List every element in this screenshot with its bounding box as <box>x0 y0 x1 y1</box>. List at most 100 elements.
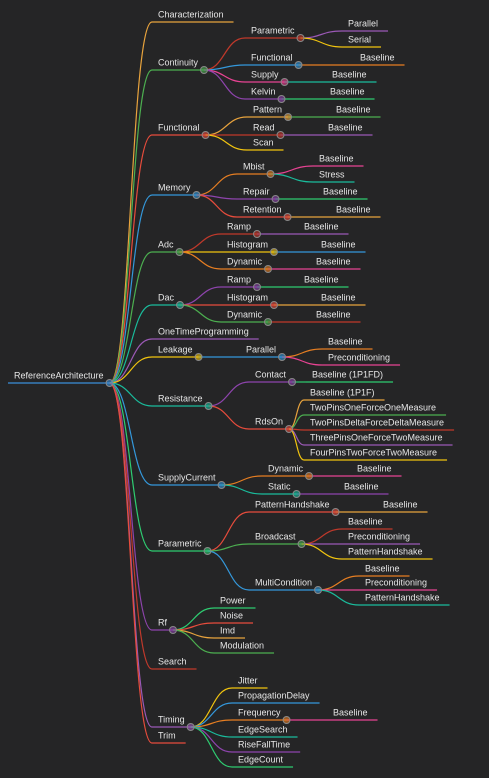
branch <box>204 64 246 71</box>
node-label: Resistance <box>158 393 203 403</box>
branch <box>172 629 215 654</box>
branch <box>196 173 238 196</box>
node-dot <box>285 425 294 433</box>
node-dot <box>270 301 279 309</box>
node-dot <box>203 547 212 555</box>
node-label: Baseline <box>316 309 351 319</box>
node-label: Functional <box>251 52 293 62</box>
node-label: Dynamic <box>268 463 304 473</box>
branch <box>207 550 250 591</box>
branch <box>109 382 153 670</box>
node-label: Serial <box>348 34 371 44</box>
node-label: FourPinsTwoForceTwoMeasure <box>310 447 437 457</box>
node-label: Rf <box>158 617 167 627</box>
node-dot <box>276 131 285 139</box>
branch <box>196 194 238 218</box>
node-label: OneTimeProgramming <box>158 326 249 336</box>
node-label: Baseline <box>365 563 400 573</box>
node-label: Kelvin <box>251 86 276 96</box>
branch <box>109 304 153 384</box>
node-dot <box>292 490 301 498</box>
node-dot <box>192 191 201 199</box>
node-dot <box>280 78 289 86</box>
node-label: Read <box>253 122 275 132</box>
node-dot <box>176 301 185 309</box>
node-label: PatternHandshake <box>365 592 440 602</box>
node-label: Jitter <box>238 675 258 685</box>
node-label: EdgeSearch <box>238 724 288 734</box>
node-dot <box>277 95 286 103</box>
node-dot <box>201 131 210 139</box>
node-label: Characterization <box>158 9 224 19</box>
node-label: Parallel <box>348 18 378 28</box>
node-label: Modulation <box>220 640 264 650</box>
branch <box>203 37 246 71</box>
node-label: Baseline <box>383 499 418 509</box>
branch <box>180 304 222 323</box>
branch <box>109 356 153 384</box>
branch <box>270 173 314 183</box>
node-label: TwoPinsOneForceOneMeasure <box>310 402 436 412</box>
node-label: Parametric <box>158 538 202 548</box>
branch <box>190 687 233 728</box>
node-dot <box>217 481 226 489</box>
node-dot <box>253 283 262 291</box>
node-dot <box>200 66 209 74</box>
node-dot <box>288 378 297 386</box>
node-dot <box>194 353 203 361</box>
node-label: TwoPinsDeltaForceDeltaMeasure <box>310 417 444 427</box>
branch <box>207 511 250 552</box>
branches <box>109 21 377 768</box>
branch <box>208 405 250 430</box>
node-label: Repair <box>243 186 270 196</box>
node-label: Stress <box>319 169 345 179</box>
node-label: Baseline <box>328 122 363 132</box>
node-label: Baseline <box>336 104 371 114</box>
node-label: PatternHandshake <box>348 546 423 556</box>
branch <box>208 381 250 407</box>
node-label: Baseline <box>319 153 354 163</box>
node-label: Functional <box>158 122 200 132</box>
node-label: Continuity <box>158 57 199 67</box>
node-dot <box>296 34 305 42</box>
node-label: RdsOn <box>255 416 283 426</box>
node-dot <box>266 170 275 178</box>
node-label: Dac <box>158 292 175 302</box>
node-label: Baseline <box>321 239 356 249</box>
branch <box>109 194 153 384</box>
node-dot <box>331 508 340 516</box>
branch <box>204 69 246 83</box>
branch <box>270 165 314 175</box>
node-label: Mbist <box>243 161 265 171</box>
node-label: Scan <box>253 137 274 147</box>
branch <box>282 356 323 366</box>
node-dot <box>105 379 114 387</box>
node-label: Ramp <box>227 274 251 284</box>
node-label: Contact <box>255 369 287 379</box>
branch <box>282 348 323 358</box>
node-dot <box>283 213 292 221</box>
node-label: Baseline <box>360 52 395 62</box>
node-label: Baseline <box>316 256 351 266</box>
branch <box>109 382 153 552</box>
node-label: Dynamic <box>227 309 263 319</box>
node-dot <box>253 230 262 238</box>
node-label: ThreePinsOneForceTwoMeasure <box>310 432 443 442</box>
branch <box>221 475 263 486</box>
node-label: Baseline (1P1FD) <box>312 369 383 379</box>
node-label: Baseline <box>323 186 358 196</box>
node-label: Timing <box>158 714 185 724</box>
node-label: SupplyCurrent <box>158 472 216 482</box>
node-label: Baseline <box>304 274 339 284</box>
node-label: EdgeCount <box>238 754 284 764</box>
node-label: Baseline <box>344 481 379 491</box>
node-label: Baseline <box>330 86 365 96</box>
node-label: Baseline <box>336 204 371 214</box>
node-dot <box>314 586 323 594</box>
node-label: Frequency <box>238 707 281 717</box>
branch <box>109 251 153 384</box>
node-label: Preconditioning <box>348 531 410 541</box>
branch <box>109 69 153 384</box>
node-label: Histogram <box>227 292 268 302</box>
node-label: Static <box>268 481 291 491</box>
